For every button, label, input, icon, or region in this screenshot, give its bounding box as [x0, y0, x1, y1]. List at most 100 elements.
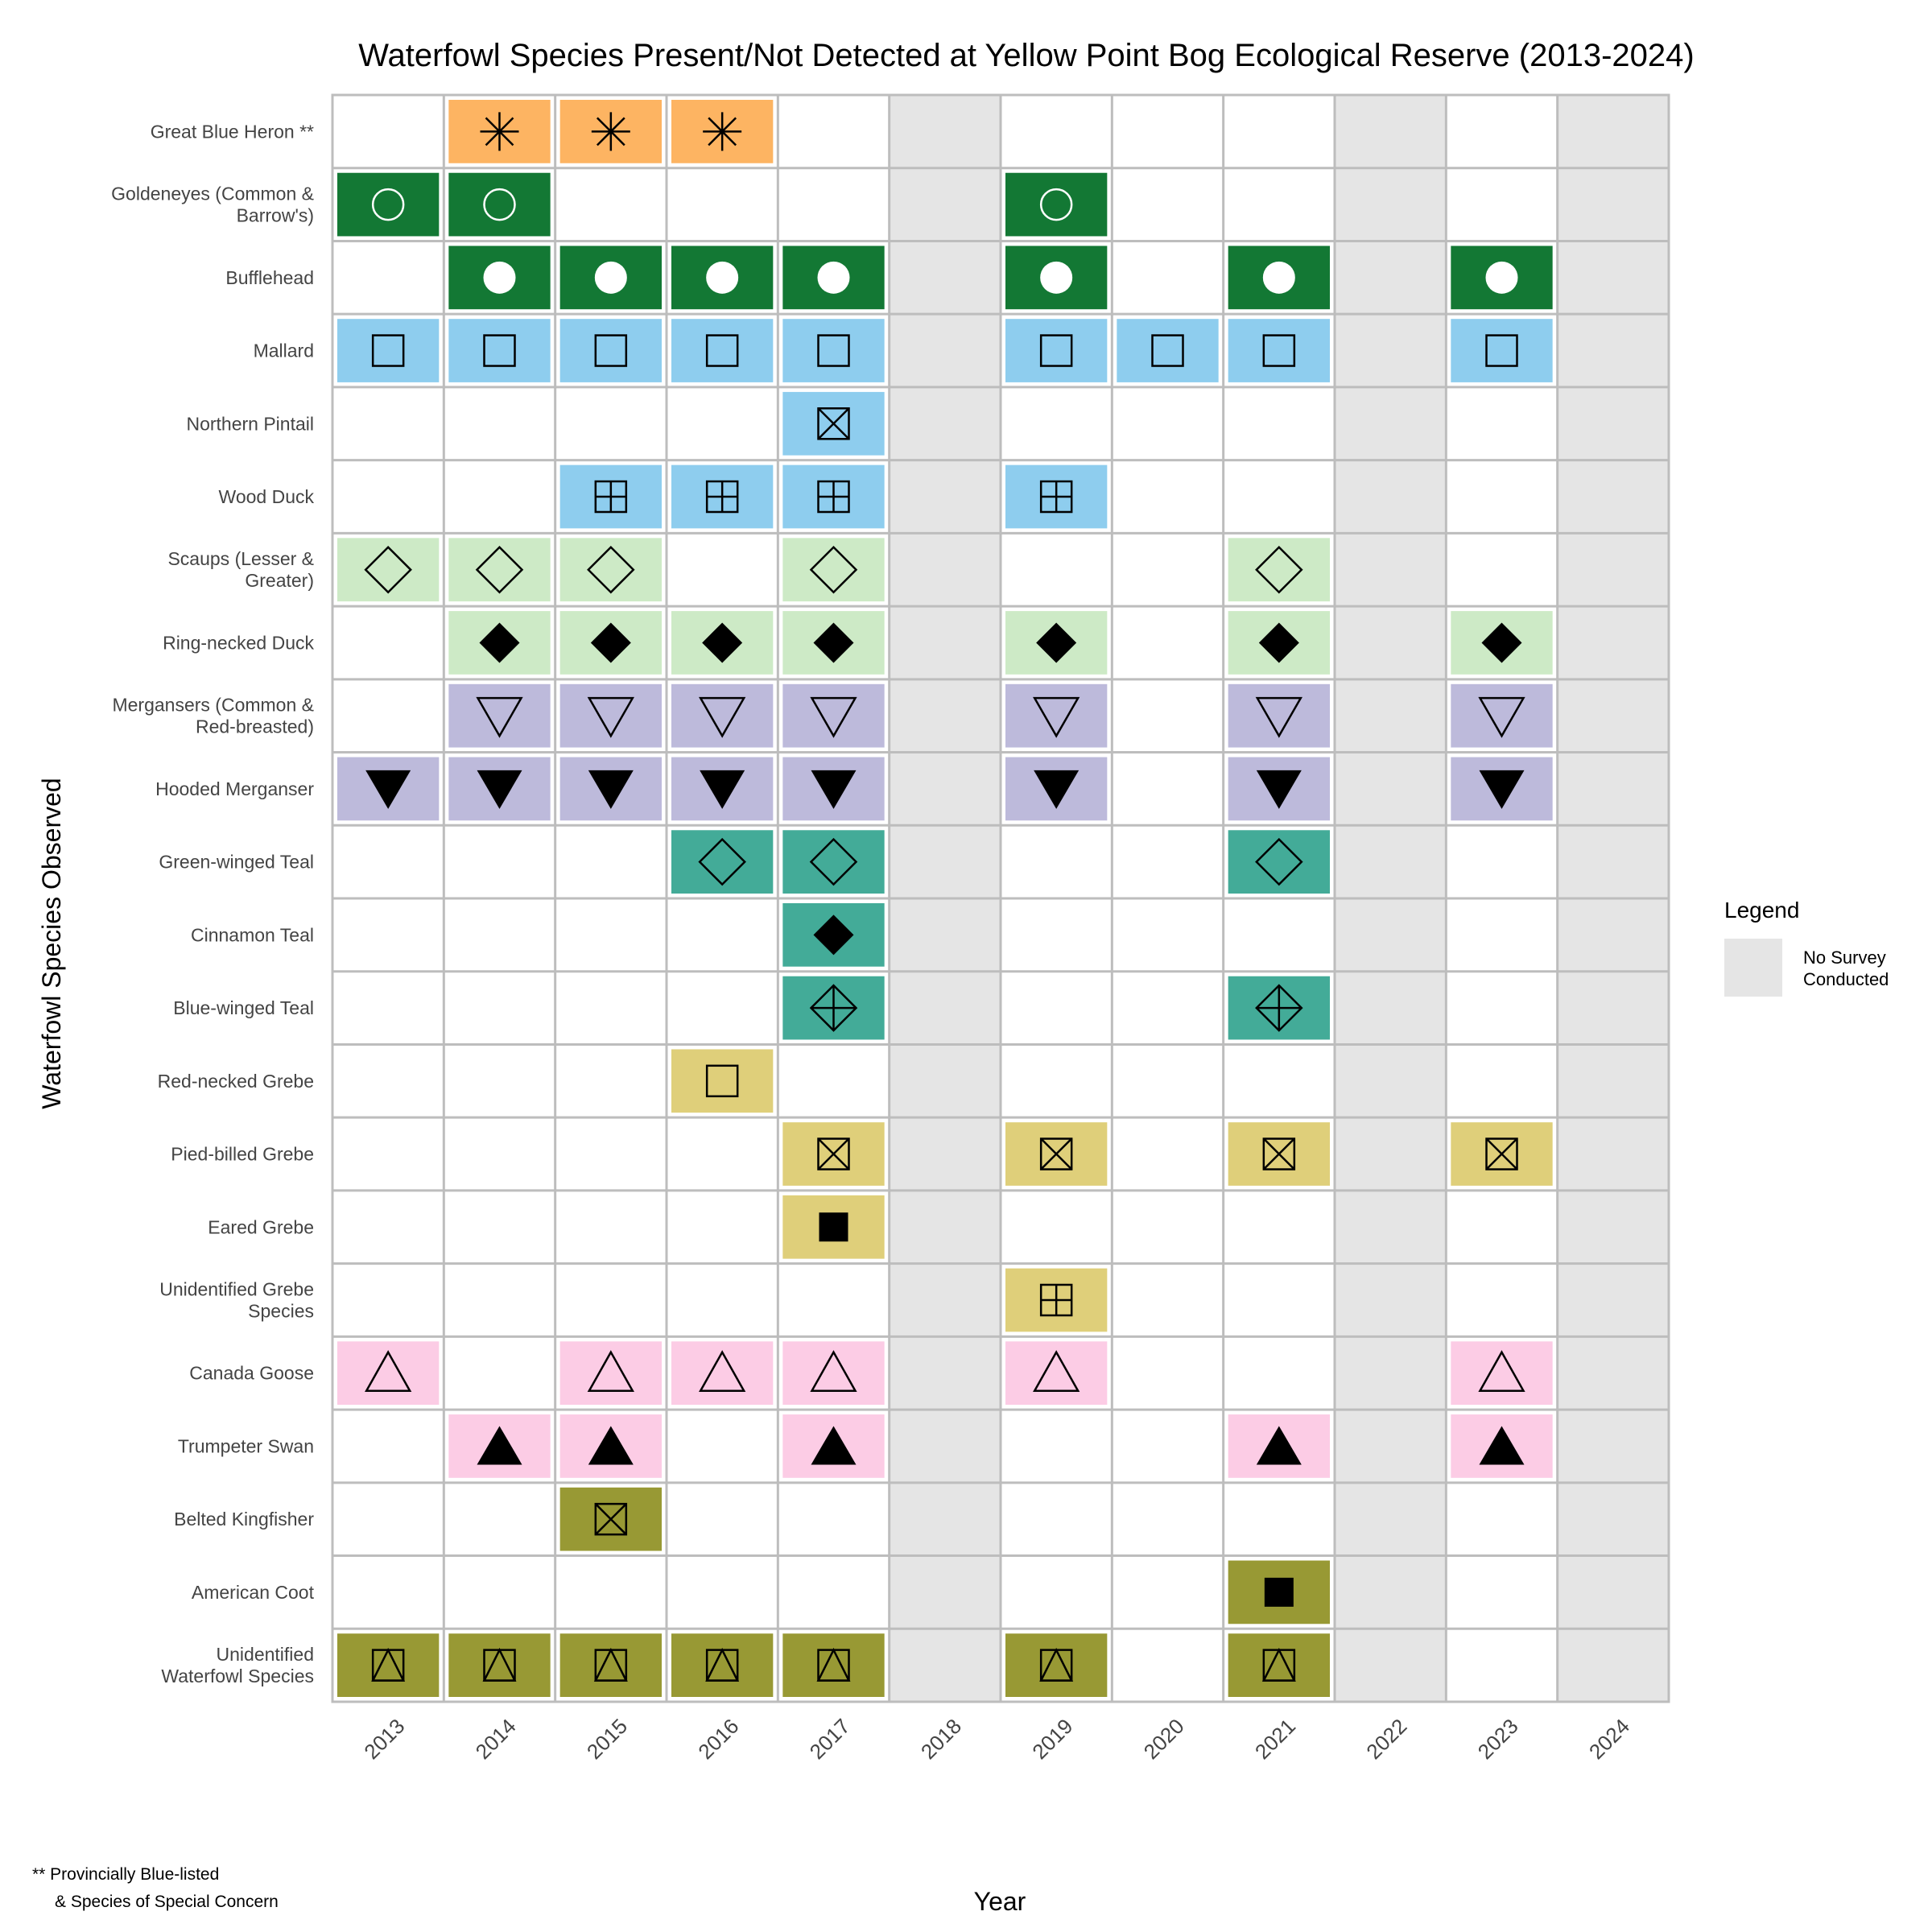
symbol-square	[1039, 1137, 1073, 1170]
cell-fill	[671, 683, 774, 748]
symbol-diamond	[1258, 622, 1299, 663]
cell-fill	[1005, 1633, 1108, 1697]
footnote-line: ** Provincially Blue-listed	[32, 1865, 219, 1884]
symbol-square	[371, 334, 405, 367]
symbol-diamond	[813, 914, 854, 956]
symbol-triangle	[1033, 696, 1080, 738]
cell-2019	[1005, 611, 1108, 675]
cell-2016	[671, 1049, 774, 1113]
cell-2013	[337, 1633, 440, 1697]
cell-2016	[671, 319, 774, 382]
symbol-diamond	[590, 622, 631, 663]
plot-area: Great Blue Heron **Goldeneyes (Common &B…	[111, 93, 1670, 1764]
cell-2017	[782, 830, 885, 894]
symbol-diamond	[809, 837, 858, 886]
symbol-triangle	[588, 770, 634, 809]
cell-2017	[782, 903, 885, 967]
y-tick-label: Great Blue Heron **	[151, 121, 314, 142]
symbol-circle	[1485, 261, 1518, 294]
x-tick-label: 2020	[1139, 1714, 1189, 1764]
cell-2019	[1005, 319, 1108, 382]
cell-2015	[559, 464, 662, 529]
y-tick-label: Barrow's)	[237, 205, 314, 226]
cell-fill	[337, 172, 440, 237]
symbol-triangle	[700, 770, 745, 809]
y-tick-label: Unidentified	[217, 1644, 314, 1665]
cell-2019	[1005, 1633, 1108, 1697]
symbol-triangle	[1039, 1647, 1074, 1682]
y-tick-label: American Coot	[192, 1582, 315, 1603]
x-tick-label: 2016	[693, 1714, 743, 1764]
cell-2019	[1005, 757, 1108, 821]
cell-2023	[1451, 683, 1553, 748]
cell-2019	[1005, 464, 1108, 529]
cell-2017	[782, 1341, 885, 1406]
cell-2021	[1228, 1633, 1330, 1697]
cell-2019	[1005, 1122, 1108, 1186]
y-tick-label: Bufflehead	[225, 267, 314, 288]
footnote: ** Provincially Blue-listed & Species of…	[32, 1865, 279, 1911]
x-tick-label: 2013	[359, 1714, 409, 1764]
symbol-triangle	[371, 1647, 406, 1682]
y-tick-label: Canada Goose	[189, 1363, 314, 1384]
cell-2016	[671, 611, 774, 675]
cell-fill	[1005, 319, 1108, 382]
cell-2021	[1228, 830, 1330, 894]
x-tick-label: 2017	[805, 1714, 855, 1764]
cell-2014	[448, 246, 551, 310]
cell-2014	[448, 611, 551, 675]
x-tick-label: 2024	[1584, 1714, 1634, 1764]
cell-2021	[1228, 976, 1330, 1040]
cell-2023	[1451, 757, 1553, 821]
cell-fill	[1451, 683, 1553, 748]
symbol-triangle	[699, 1350, 746, 1392]
legend-title: Legend	[1724, 898, 1799, 923]
cell-fill	[337, 319, 440, 382]
cell-2017	[782, 1633, 885, 1697]
cell-2019	[1005, 246, 1108, 310]
symbol-circle	[483, 261, 516, 294]
cell-2016	[671, 246, 774, 310]
cell-2013	[337, 538, 440, 602]
y-tick-label: Wood Duck	[219, 486, 315, 507]
cell-fill	[1451, 319, 1553, 382]
cell-2016	[671, 100, 774, 163]
symbol-circle	[1262, 261, 1295, 294]
cell-2016	[671, 757, 774, 821]
symbol-triangle	[477, 770, 522, 809]
plot-border	[331, 93, 1670, 1703]
cell-2020	[1117, 319, 1219, 382]
cell-fill	[1117, 319, 1219, 382]
cell-2014	[448, 319, 551, 382]
symbol-triangle	[482, 1647, 517, 1682]
symbol-diamond	[698, 837, 746, 886]
symbol-square	[817, 334, 850, 367]
y-tick-label: Scaups (Lesser &	[167, 548, 314, 569]
x-tick-label: 2022	[1361, 1714, 1411, 1764]
cell-2017	[782, 246, 885, 310]
cell-2015	[559, 100, 662, 163]
symbol-diamond	[479, 622, 520, 663]
symbol-triangle	[587, 696, 634, 738]
y-tick-label: Red-necked Grebe	[158, 1071, 314, 1092]
cell-fill	[1228, 683, 1330, 748]
cell-2014	[448, 1414, 551, 1478]
symbol-stroke	[817, 1137, 850, 1170]
symbol-triangle	[699, 696, 746, 738]
cell-2023	[1451, 1122, 1553, 1186]
symbol-stroke	[1040, 1137, 1073, 1170]
x-tick-label: 2014	[471, 1714, 521, 1764]
symbol-triangle	[1479, 770, 1525, 809]
symbol-diamond	[475, 545, 524, 594]
cell-2017	[782, 757, 885, 821]
symbol-square	[594, 334, 628, 367]
cell-2015	[559, 757, 662, 821]
legend: Legend No Survey Conducted	[1724, 898, 1889, 997]
y-tick-label: Ring-necked Duck	[163, 632, 314, 653]
symbol-triangle	[1478, 1350, 1525, 1392]
y-tick-label: Mergansers (Common &	[112, 695, 314, 716]
cell-2023	[1451, 246, 1553, 310]
cell-2021	[1228, 319, 1330, 382]
cell-2023	[1451, 611, 1553, 675]
